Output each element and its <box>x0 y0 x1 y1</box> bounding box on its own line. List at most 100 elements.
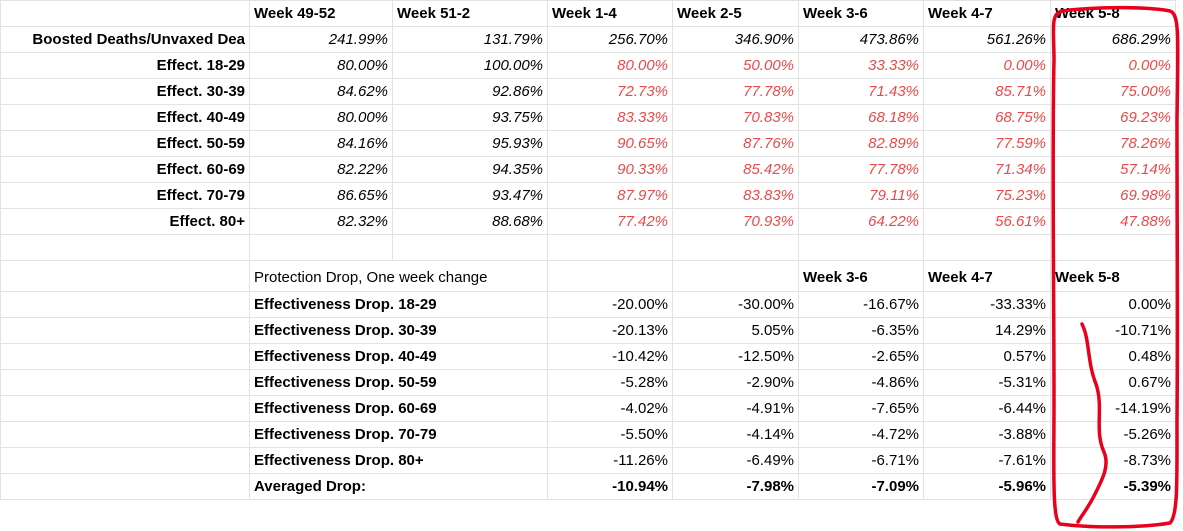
row-label[interactable]: Effect. 30-39 <box>0 78 250 105</box>
cell[interactable] <box>672 260 799 292</box>
value-cell[interactable]: -7.09% <box>798 473 924 500</box>
value-cell[interactable]: 70.93% <box>672 208 799 235</box>
value-cell[interactable]: 0.57% <box>923 343 1051 370</box>
value-cell[interactable]: -14.19% <box>1050 395 1176 422</box>
row-label[interactable]: Effect. 40-49 <box>0 104 250 131</box>
value-cell[interactable]: -4.02% <box>547 395 673 422</box>
value-cell[interactable]: -16.67% <box>798 291 924 318</box>
cell[interactable] <box>0 291 250 318</box>
value-cell[interactable]: 84.62% <box>249 78 393 105</box>
value-cell[interactable]: 473.86% <box>798 26 924 53</box>
value-cell[interactable]: 561.26% <box>923 26 1051 53</box>
row-label[interactable]: Effect. 80+ <box>0 208 250 235</box>
value-cell[interactable]: 50.00% <box>672 52 799 79</box>
cell[interactable] <box>249 234 393 261</box>
value-cell[interactable]: 77.78% <box>672 78 799 105</box>
value-cell[interactable]: -20.13% <box>547 317 673 344</box>
value-cell[interactable]: 0.00% <box>1050 291 1176 318</box>
value-cell[interactable]: -7.61% <box>923 447 1051 474</box>
cell[interactable] <box>0 369 250 396</box>
value-cell[interactable]: 0.00% <box>1050 52 1176 79</box>
value-cell[interactable]: 346.90% <box>672 26 799 53</box>
value-cell[interactable]: 94.35% <box>392 156 548 183</box>
value-cell[interactable]: -5.39% <box>1050 473 1176 500</box>
value-cell[interactable]: 82.89% <box>798 130 924 157</box>
value-cell[interactable]: 93.47% <box>392 182 548 209</box>
value-cell[interactable]: -10.94% <box>547 473 673 500</box>
column-header[interactable]: Week 2-5 <box>672 0 799 27</box>
value-cell[interactable]: 131.79% <box>392 26 548 53</box>
value-cell[interactable]: 256.70% <box>547 26 673 53</box>
value-cell[interactable]: 72.73% <box>547 78 673 105</box>
value-cell[interactable]: -5.28% <box>547 369 673 396</box>
value-cell[interactable]: 71.43% <box>798 78 924 105</box>
value-cell[interactable]: 77.42% <box>547 208 673 235</box>
value-cell[interactable]: 90.65% <box>547 130 673 157</box>
value-cell[interactable]: 80.00% <box>249 104 393 131</box>
value-cell[interactable]: 90.33% <box>547 156 673 183</box>
value-cell[interactable]: 33.33% <box>798 52 924 79</box>
column-header[interactable]: Week 49-52 <box>249 0 393 27</box>
row-label[interactable]: Effectiveness Drop. 80+ <box>249 447 548 474</box>
value-cell[interactable]: 64.22% <box>798 208 924 235</box>
value-cell[interactable]: -5.26% <box>1050 421 1176 448</box>
row-label[interactable]: Effectiveness Drop. 30-39 <box>249 317 548 344</box>
cell[interactable] <box>0 317 250 344</box>
value-cell[interactable]: 93.75% <box>392 104 548 131</box>
value-cell[interactable]: 69.23% <box>1050 104 1176 131</box>
cell[interactable] <box>0 395 250 422</box>
value-cell[interactable]: 77.78% <box>798 156 924 183</box>
cell[interactable] <box>923 234 1051 261</box>
row-label[interactable]: Effect. 50-59 <box>0 130 250 157</box>
cell[interactable] <box>392 234 548 261</box>
row-label[interactable]: Effect. 18-29 <box>0 52 250 79</box>
column-header[interactable]: Week 4-7 <box>923 0 1051 27</box>
value-cell[interactable]: 78.26% <box>1050 130 1176 157</box>
value-cell[interactable]: -4.14% <box>672 421 799 448</box>
value-cell[interactable]: 0.48% <box>1050 343 1176 370</box>
value-cell[interactable]: -6.44% <box>923 395 1051 422</box>
value-cell[interactable]: -7.65% <box>798 395 924 422</box>
column-header[interactable]: Week 51-2 <box>392 0 548 27</box>
value-cell[interactable]: -2.65% <box>798 343 924 370</box>
row-label[interactable]: Effect. 70-79 <box>0 182 250 209</box>
cell[interactable] <box>0 260 250 292</box>
section-title[interactable]: Protection Drop, One week change <box>249 260 548 292</box>
cell[interactable] <box>0 447 250 474</box>
row-label[interactable]: Averaged Drop: <box>249 473 548 500</box>
value-cell[interactable]: 82.22% <box>249 156 393 183</box>
value-cell[interactable]: 47.88% <box>1050 208 1176 235</box>
value-cell[interactable]: -3.88% <box>923 421 1051 448</box>
value-cell[interactable]: 0.67% <box>1050 369 1176 396</box>
row-label[interactable]: Effectiveness Drop. 50-59 <box>249 369 548 396</box>
value-cell[interactable]: -33.33% <box>923 291 1051 318</box>
value-cell[interactable]: -6.35% <box>798 317 924 344</box>
value-cell[interactable]: 80.00% <box>547 52 673 79</box>
value-cell[interactable]: -6.71% <box>798 447 924 474</box>
value-cell[interactable]: 75.23% <box>923 182 1051 209</box>
cell[interactable] <box>0 234 250 261</box>
row-label[interactable]: Effect. 60-69 <box>0 156 250 183</box>
cell[interactable] <box>798 234 924 261</box>
value-cell[interactable]: -10.71% <box>1050 317 1176 344</box>
value-cell[interactable]: 56.61% <box>923 208 1051 235</box>
cell[interactable] <box>0 473 250 500</box>
value-cell[interactable]: 77.59% <box>923 130 1051 157</box>
value-cell[interactable]: -5.50% <box>547 421 673 448</box>
value-cell[interactable]: -6.49% <box>672 447 799 474</box>
value-cell[interactable]: 57.14% <box>1050 156 1176 183</box>
column-header[interactable]: Week 1-4 <box>547 0 673 27</box>
column-header[interactable]: Week 5-8 <box>1050 0 1176 27</box>
cell[interactable] <box>547 234 673 261</box>
cell[interactable] <box>0 0 250 27</box>
value-cell[interactable]: 70.83% <box>672 104 799 131</box>
row-label[interactable]: Effectiveness Drop. 70-79 <box>249 421 548 448</box>
value-cell[interactable]: -4.91% <box>672 395 799 422</box>
value-cell[interactable]: 83.33% <box>547 104 673 131</box>
value-cell[interactable]: 84.16% <box>249 130 393 157</box>
value-cell[interactable]: -12.50% <box>672 343 799 370</box>
row-label[interactable]: Effectiveness Drop. 18-29 <box>249 291 548 318</box>
value-cell[interactable]: -5.96% <box>923 473 1051 500</box>
value-cell[interactable]: 75.00% <box>1050 78 1176 105</box>
value-cell[interactable]: -10.42% <box>547 343 673 370</box>
